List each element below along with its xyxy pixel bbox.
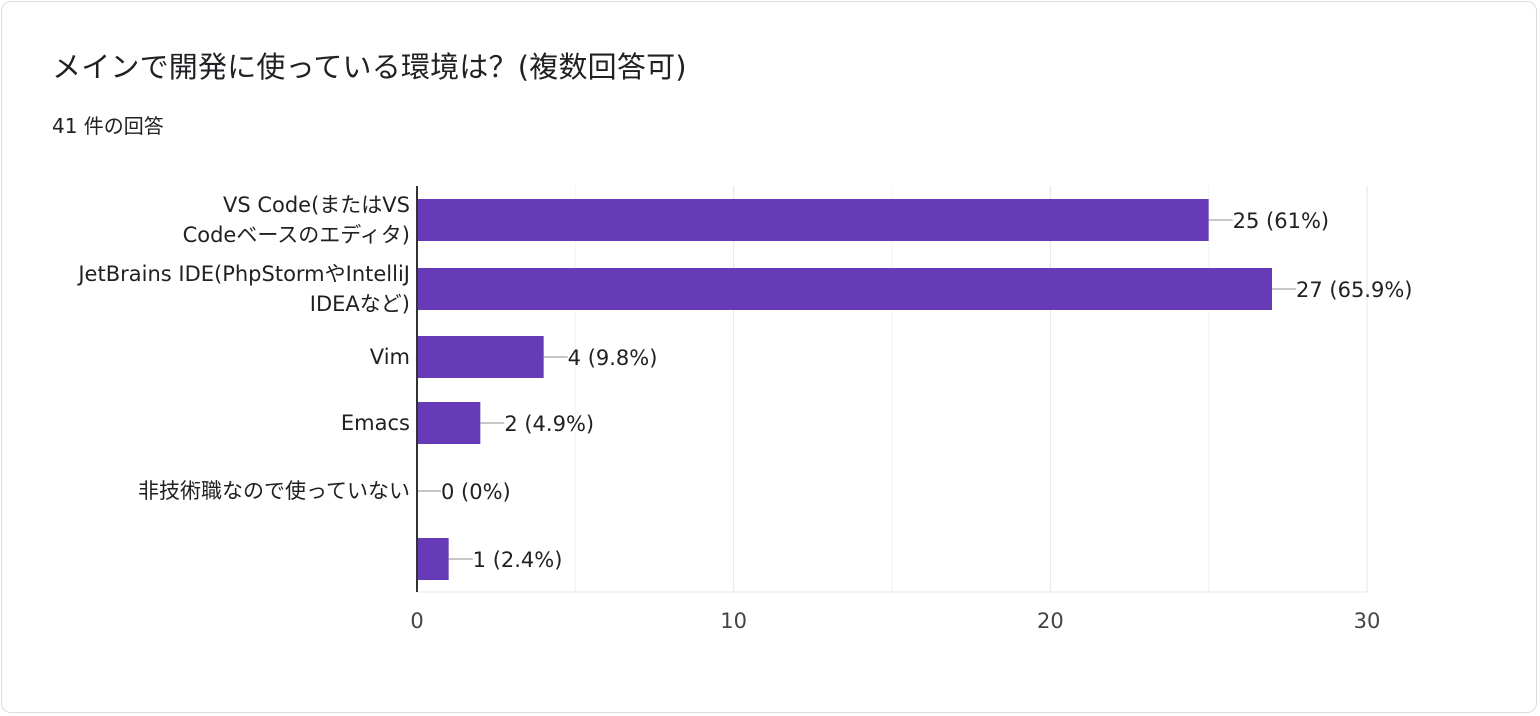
- bar: [417, 199, 1209, 241]
- data-label: 4 (9.8%): [568, 346, 658, 370]
- bar: [417, 402, 481, 444]
- data-label: 27 (65.9%): [1296, 278, 1413, 302]
- category-label: IDEAなど): [310, 292, 410, 316]
- x-tick-label: 20: [1037, 609, 1064, 633]
- data-label: 1 (2.4%): [473, 548, 563, 572]
- data-label: 25 (61%): [1233, 209, 1329, 233]
- category-label: VS Code(またはVS: [223, 193, 410, 217]
- bar: [417, 336, 544, 378]
- category-label: Vim: [370, 345, 410, 369]
- response-count: 41 件の回答: [52, 114, 164, 138]
- category-label: JetBrains IDE(PhpStormやIntelliJ: [76, 262, 410, 286]
- x-tick-label: 10: [720, 609, 747, 633]
- x-tick-label: 0: [410, 609, 423, 633]
- question-title: メインで開発に使っている環境は？(複数回答可): [52, 50, 687, 84]
- category-label: 非技術職なので使っていない: [138, 479, 410, 503]
- x-tick-label: 30: [1354, 609, 1381, 633]
- category-label: Codeベースのエディタ): [183, 223, 410, 247]
- bar: [417, 268, 1272, 310]
- data-label: 2 (4.9%): [504, 412, 594, 436]
- data-label: 0 (0%): [441, 480, 511, 504]
- bar: [417, 538, 449, 580]
- category-label: Emacs: [341, 411, 410, 435]
